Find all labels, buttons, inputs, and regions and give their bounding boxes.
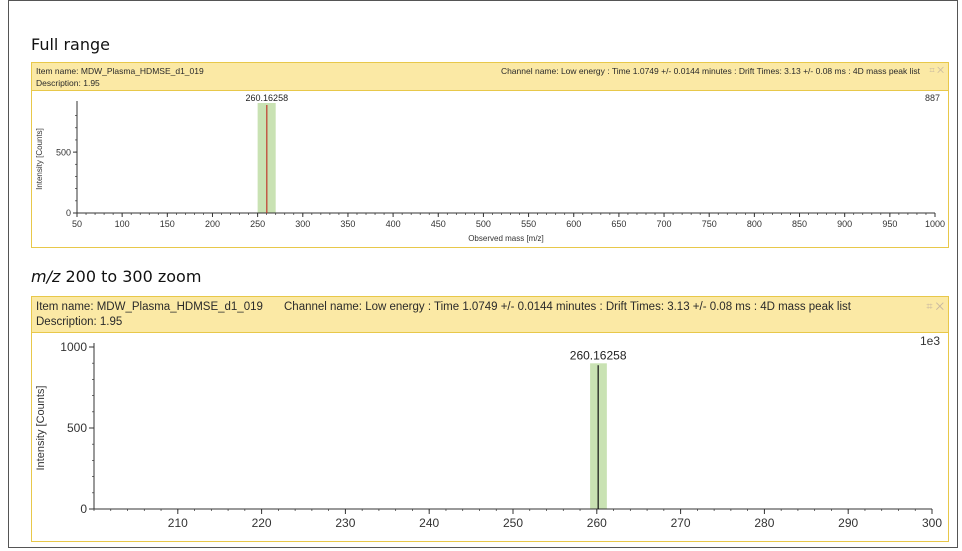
panel-header: Item name: MDW_Plasma_HDMSE_d1_019 Chann… (32, 63, 948, 91)
x-tick-label: 250 (503, 516, 523, 530)
spectrum-chart-zoom: 210 220 230 240 250 260 270 280 290 300 0 500 1000 In… (35, 334, 942, 530)
peak-label: 260.16258 (246, 93, 289, 103)
x-tick-label: 700 (657, 219, 672, 229)
x-tick-label: 550 (521, 219, 536, 229)
x-tick-label: 1000 (925, 219, 945, 229)
x-tick-label: 290 (838, 516, 858, 530)
x-tick-label: 150 (160, 219, 175, 229)
peak-label: 260.16258 (570, 348, 627, 362)
x-tick-label: 800 (747, 219, 762, 229)
x-tick-label: 350 (340, 219, 355, 229)
y-tick-label: 500 (67, 421, 87, 435)
x-tick-label: 270 (671, 516, 691, 530)
x-tick-label: 450 (431, 219, 446, 229)
x-tick-label: 240 (419, 516, 439, 530)
spectrum-panel-zoom[interactable]: Item name: MDW_Plasma_HDMSE_d1_019 Chann… (31, 296, 949, 542)
y-tick-label: 0 (66, 208, 71, 218)
x-tick-label: 230 (335, 516, 355, 530)
channel-name-label: Channel name: Low energy : Time 1.0749 +… (500, 66, 920, 76)
mz-italic: m/z (31, 267, 61, 286)
header-icons: ⌗ ✕ (926, 301, 944, 314)
section-title-zoom: m/z 200 to 300 zoom (31, 267, 201, 286)
x-tick-label: 210 (168, 516, 188, 530)
pin-icon[interactable]: ⌗ (929, 65, 935, 75)
section-title-full-range: Full range (31, 35, 110, 54)
close-icon[interactable]: ✕ (937, 65, 944, 75)
x-tick-label: 850 (792, 219, 807, 229)
description-label: Description: 1.95 (36, 78, 100, 88)
x-tick-label: 200 (205, 219, 220, 229)
x-tick-label: 650 (611, 219, 626, 229)
x-tick-label: 50 (72, 219, 82, 229)
pin-icon[interactable]: ⌗ (926, 301, 933, 313)
y-axis-label: Intensity [Counts] (35, 386, 47, 471)
x-tick-label: 500 (476, 219, 491, 229)
x-tick-label: 900 (837, 219, 852, 229)
x-tick-label: 600 (566, 219, 581, 229)
x-tick-label: 950 (882, 219, 897, 229)
y-axis-label: Intensity [Counts] (35, 128, 44, 190)
x-tick-label: 300 (295, 219, 310, 229)
x-tick-label: 750 (702, 219, 717, 229)
spectrum-chart-full: 50 100 150 200 250 300 350 400 450 500 550 600 650 70… (35, 93, 945, 243)
x-tick-label: 300 (922, 516, 942, 530)
x-axis-label: Observed mass [m/z] (468, 234, 544, 243)
figure-frame: Full range Item name: MDW_Plasma_HDMSE_d… (8, 0, 958, 548)
description-label: Description: 1.95 (36, 316, 123, 328)
intensity-scale-label: 887 (925, 93, 940, 103)
x-tick-label: 400 (386, 219, 401, 229)
y-tick-label: 0 (80, 502, 87, 516)
spectrum-panel-full-range[interactable]: Item name: MDW_Plasma_HDMSE_d1_019 Chann… (31, 62, 949, 248)
y-tick-label: 500 (56, 147, 71, 157)
item-name-label: Item name: MDW_Plasma_HDMSE_d1_019 (36, 66, 204, 76)
y-tick-label: 1000 (60, 340, 87, 354)
close-icon[interactable]: ✕ (935, 301, 944, 313)
x-tick-label: 250 (250, 219, 265, 229)
x-tick-label: 260 (587, 516, 607, 530)
x-tick-label: 220 (252, 516, 272, 530)
x-tick-label: 280 (754, 516, 774, 530)
channel-name-label: Channel name: Low energy : Time 1.0749 +… (284, 301, 851, 313)
panel-header: Item name: MDW_Plasma_HDMSE_d1_019 Chann… (32, 297, 948, 333)
x-tick-label: 100 (115, 219, 130, 229)
intensity-scale-label: 1e3 (920, 334, 940, 348)
item-name-label: Item name: MDW_Plasma_HDMSE_d1_019 (36, 301, 263, 313)
header-icons: ⌗ ✕ (930, 65, 944, 76)
title-rest: 200 to 300 zoom (60, 267, 202, 286)
